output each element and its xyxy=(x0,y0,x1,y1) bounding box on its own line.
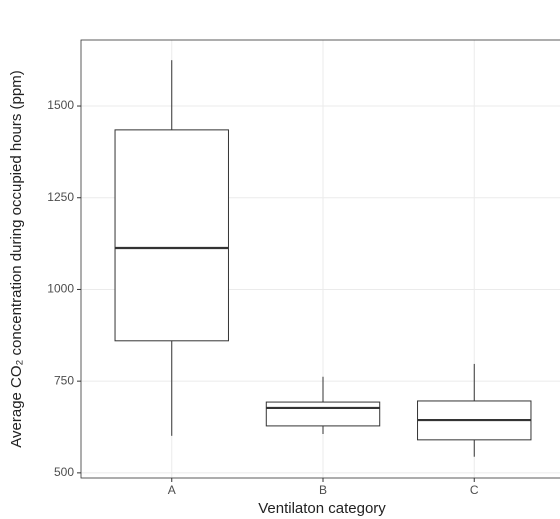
x-tick-label: C xyxy=(470,483,479,497)
y-tick-label: 750 xyxy=(54,373,74,387)
y-tick-label: 1250 xyxy=(47,190,74,204)
y-tick-label: 1000 xyxy=(47,282,74,296)
y-axis-title: Average CO₂ concentration during occupie… xyxy=(8,70,25,447)
x-tick-label: A xyxy=(168,483,176,497)
box xyxy=(265,401,381,427)
y-tick-label: 500 xyxy=(54,465,74,479)
x-tick-label: B xyxy=(319,483,327,497)
y-tick-label: 1500 xyxy=(47,98,74,112)
box xyxy=(114,129,229,342)
x-axis-title: Ventilaton category xyxy=(258,500,386,517)
